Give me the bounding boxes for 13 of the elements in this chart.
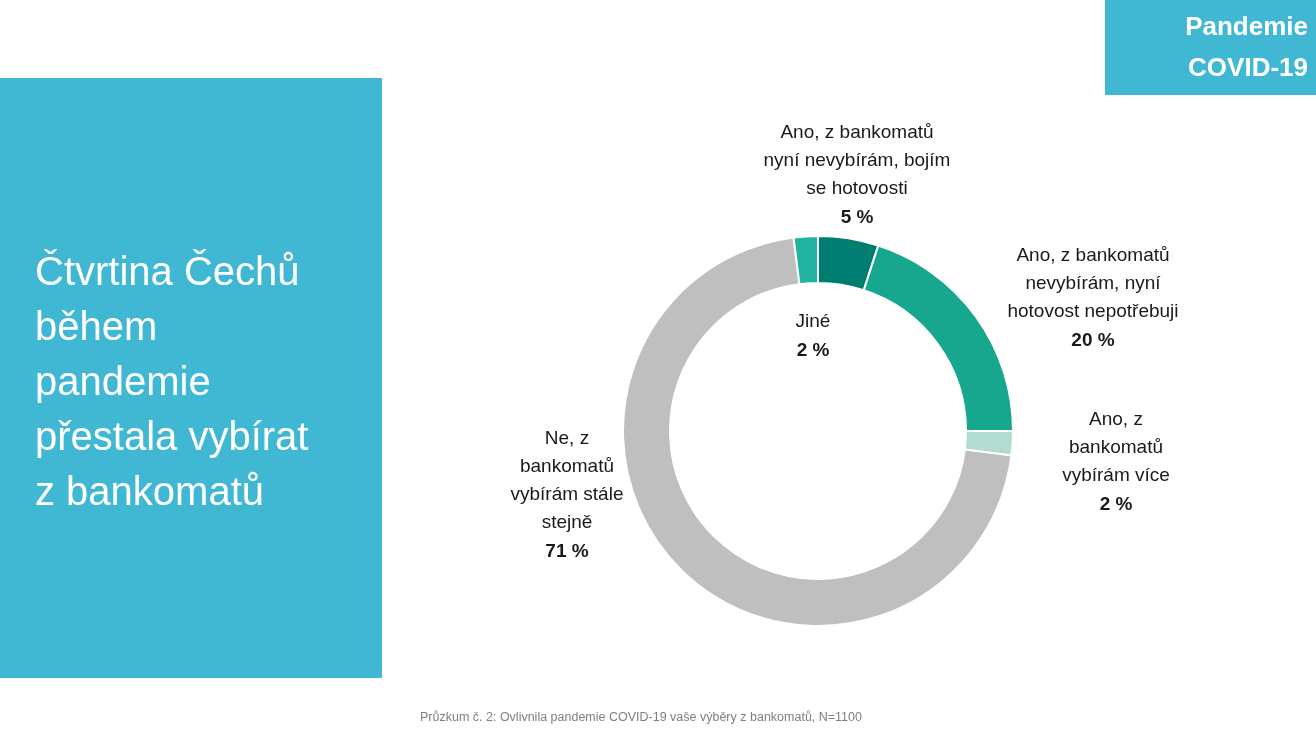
slice-label: Jiné [795, 310, 831, 331]
text: Pandemie COVID-19 [1185, 11, 1308, 82]
slice-label: Ne, z bankomatů vybírám stále stejně [510, 427, 624, 532]
slice-label: Ano, z bankomatů nevybírám, nyní hotovost nepotřebuji [1007, 244, 1179, 321]
data-label: 5 % [840, 206, 874, 227]
data-label: 20 % [1071, 329, 1115, 350]
slice-label: Ano, z bankomatů vybírám více [1062, 408, 1170, 485]
data-label: 2 % [796, 339, 830, 360]
data-label: 71 % [545, 540, 589, 561]
slice-label: Ano, z bankomatů nyní nevybírám, bojím se hotovosti [763, 121, 951, 198]
data-label: 2 % [1099, 493, 1133, 514]
text: Čtvrtina Čechů během pandemie přestala vybírat z bankomatů [35, 249, 309, 513]
text: Průzkum č. 2: Ovlivnila pandemie COVID-19 vaše výběry z bankomatů, N=1100 [420, 710, 863, 724]
